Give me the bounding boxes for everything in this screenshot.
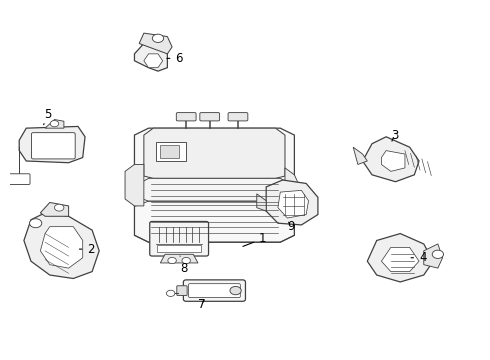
Circle shape xyxy=(29,219,42,228)
Circle shape xyxy=(152,34,164,42)
Polygon shape xyxy=(160,254,198,263)
FancyBboxPatch shape xyxy=(177,286,187,296)
Polygon shape xyxy=(368,234,433,282)
Polygon shape xyxy=(353,147,368,165)
Polygon shape xyxy=(278,190,309,218)
Circle shape xyxy=(432,250,443,258)
Polygon shape xyxy=(125,165,144,206)
Polygon shape xyxy=(285,168,299,202)
Text: 5: 5 xyxy=(44,108,51,125)
FancyBboxPatch shape xyxy=(228,113,248,121)
Polygon shape xyxy=(363,137,419,182)
Text: 1: 1 xyxy=(243,232,267,246)
FancyBboxPatch shape xyxy=(31,132,75,159)
Circle shape xyxy=(168,257,176,264)
Polygon shape xyxy=(24,213,99,279)
Polygon shape xyxy=(134,128,294,242)
Polygon shape xyxy=(45,120,64,128)
Polygon shape xyxy=(144,128,285,178)
Polygon shape xyxy=(381,247,419,271)
Polygon shape xyxy=(139,33,172,54)
Circle shape xyxy=(230,287,241,295)
FancyBboxPatch shape xyxy=(189,284,240,297)
FancyBboxPatch shape xyxy=(176,113,196,121)
Bar xyxy=(160,145,179,158)
Text: 3: 3 xyxy=(391,129,398,141)
Circle shape xyxy=(167,290,175,297)
Polygon shape xyxy=(381,150,405,171)
Text: 6: 6 xyxy=(167,52,183,65)
Polygon shape xyxy=(134,44,168,71)
Polygon shape xyxy=(424,244,442,268)
FancyBboxPatch shape xyxy=(200,113,220,121)
Polygon shape xyxy=(144,54,163,68)
Text: 2: 2 xyxy=(79,243,95,256)
Text: 4: 4 xyxy=(411,251,427,264)
FancyBboxPatch shape xyxy=(150,221,209,256)
Circle shape xyxy=(50,121,59,127)
Text: 8: 8 xyxy=(180,256,188,275)
FancyBboxPatch shape xyxy=(8,174,30,184)
Circle shape xyxy=(54,204,64,211)
FancyBboxPatch shape xyxy=(183,280,245,301)
Polygon shape xyxy=(19,126,85,163)
Polygon shape xyxy=(40,202,69,216)
Bar xyxy=(157,245,201,252)
Polygon shape xyxy=(257,194,266,211)
Text: 9: 9 xyxy=(287,220,295,233)
Text: 7: 7 xyxy=(198,298,205,311)
Circle shape xyxy=(182,257,191,264)
Polygon shape xyxy=(40,227,83,268)
Polygon shape xyxy=(266,180,318,225)
Bar xyxy=(156,142,186,161)
Polygon shape xyxy=(139,178,290,201)
